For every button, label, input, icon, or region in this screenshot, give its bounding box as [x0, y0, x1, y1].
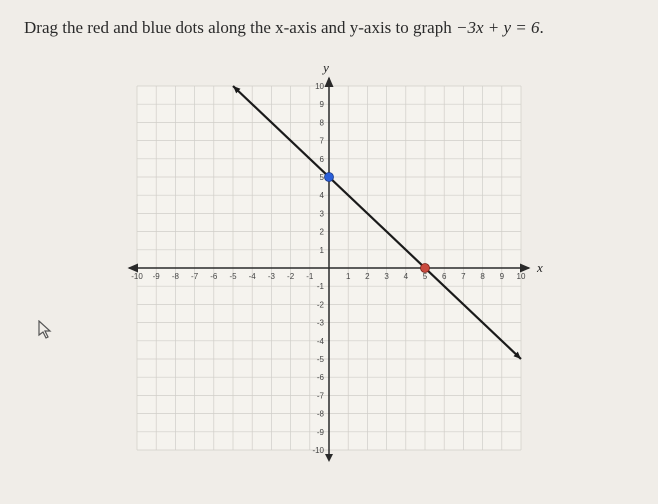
svg-text:-5: -5 — [229, 272, 237, 281]
svg-text:-3: -3 — [268, 272, 276, 281]
svg-text:1: 1 — [346, 272, 351, 281]
svg-text:-6: -6 — [317, 373, 325, 382]
svg-text:1: 1 — [320, 246, 325, 255]
svg-text:4: 4 — [404, 272, 409, 281]
svg-text:6: 6 — [442, 272, 447, 281]
svg-text:-2: -2 — [317, 300, 325, 309]
svg-text:-10: -10 — [312, 446, 324, 455]
svg-text:2: 2 — [365, 272, 370, 281]
svg-text:-1: -1 — [317, 282, 325, 291]
blue-dot[interactable] — [325, 173, 334, 182]
svg-text:7: 7 — [320, 137, 325, 146]
svg-text:-5: -5 — [317, 355, 325, 364]
svg-text:-8: -8 — [317, 410, 325, 419]
svg-text:8: 8 — [480, 272, 485, 281]
y-axis-label: y — [321, 60, 329, 75]
instruction-prefix: Drag the red and blue dots along the x-a… — [24, 18, 456, 37]
equation: −3x + y = 6 — [456, 18, 540, 37]
svg-text:5: 5 — [320, 173, 325, 182]
svg-text:8: 8 — [320, 118, 325, 127]
svg-text:7: 7 — [461, 272, 466, 281]
coordinate-plane[interactable]: -10 -9 -8 -7 -6 -5 -4 -3 -2 -1 1 2 3 4 5 6 7 8 9 10 -10 -9 -8 -… — [109, 58, 549, 478]
svg-text:5: 5 — [423, 272, 428, 281]
graph-container: -10 -9 -8 -7 -6 -5 -4 -3 -2 -1 1 2 3 4 5 6 7 8 9 10 -10 -9 -8 -… — [24, 58, 634, 478]
svg-text:3: 3 — [384, 272, 389, 281]
red-dot[interactable] — [421, 264, 430, 273]
svg-text:-4: -4 — [317, 337, 325, 346]
svg-text:-8: -8 — [172, 272, 180, 281]
svg-text:10: 10 — [315, 82, 324, 91]
svg-text:-9: -9 — [317, 428, 325, 437]
svg-text:-7: -7 — [317, 391, 325, 400]
svg-text:9: 9 — [500, 272, 505, 281]
cursor-icon — [38, 320, 54, 340]
svg-text:-4: -4 — [249, 272, 257, 281]
svg-text:-1: -1 — [306, 272, 314, 281]
svg-text:-7: -7 — [191, 272, 199, 281]
x-axis-label: x — [536, 260, 543, 275]
svg-text:3: 3 — [320, 209, 325, 218]
svg-text:-9: -9 — [153, 272, 161, 281]
svg-text:-2: -2 — [287, 272, 295, 281]
svg-text:9: 9 — [320, 100, 325, 109]
svg-text:-10: -10 — [131, 272, 143, 281]
svg-text:6: 6 — [320, 155, 325, 164]
svg-text:2: 2 — [320, 228, 325, 237]
svg-text:-6: -6 — [210, 272, 218, 281]
instruction-suffix: . — [540, 18, 544, 37]
svg-text:-3: -3 — [317, 319, 325, 328]
instruction-text: Drag the red and blue dots along the x-a… — [24, 18, 634, 38]
svg-text:10: 10 — [517, 272, 526, 281]
svg-text:4: 4 — [320, 191, 325, 200]
